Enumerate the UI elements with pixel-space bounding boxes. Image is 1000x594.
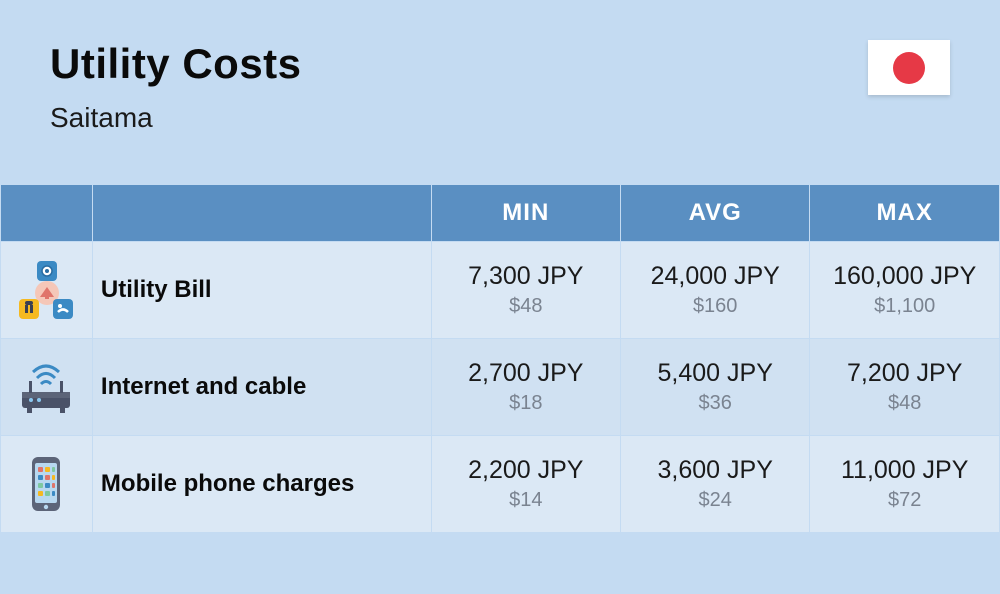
router-icon <box>15 356 77 418</box>
row-label: Internet and cable <box>92 339 431 436</box>
secondary-value: $24 <box>631 489 799 512</box>
costs-table: MIN AVG MAX <box>0 184 1000 533</box>
phone-icon <box>15 453 77 515</box>
primary-value: 7,200 JPY <box>820 359 989 388</box>
header: Utility Costs Saitama <box>0 0 1000 184</box>
table-row: Internet and cable 2,700 JPY $18 5,400 J… <box>1 339 1000 436</box>
page-subtitle: Saitama <box>50 102 302 134</box>
utility-icon <box>15 259 77 321</box>
cell-avg: 5,400 JPY $36 <box>620 339 809 436</box>
cell-max: 11,000 JPY $72 <box>810 436 1000 533</box>
primary-value: 160,000 JPY <box>820 262 989 291</box>
row-label: Mobile phone charges <box>92 436 431 533</box>
table-row: Mobile phone charges 2,200 JPY $14 3,600… <box>1 436 1000 533</box>
flag-dot <box>893 52 925 84</box>
cell-min: 2,700 JPY $18 <box>431 339 620 436</box>
cell-min: 2,200 JPY $14 <box>431 436 620 533</box>
primary-value: 7,300 JPY <box>442 262 610 291</box>
header-empty-label <box>92 185 431 242</box>
cell-max: 160,000 JPY $1,100 <box>810 242 1000 339</box>
table-row: Utility Bill 7,300 JPY $48 24,000 JPY $1… <box>1 242 1000 339</box>
primary-value: 11,000 JPY <box>820 456 989 485</box>
page-title: Utility Costs <box>50 40 302 88</box>
secondary-value: $1,100 <box>820 295 989 318</box>
header-min: MIN <box>431 185 620 242</box>
secondary-value: $160 <box>631 295 799 318</box>
secondary-value: $48 <box>820 392 989 415</box>
icon-cell <box>1 436 93 533</box>
secondary-value: $14 <box>442 489 610 512</box>
primary-value: 2,200 JPY <box>442 456 610 485</box>
secondary-value: $72 <box>820 489 989 512</box>
header-avg: AVG <box>620 185 809 242</box>
header-empty-icon <box>1 185 93 242</box>
secondary-value: $18 <box>442 392 610 415</box>
icon-cell <box>1 339 93 436</box>
header-max: MAX <box>810 185 1000 242</box>
cell-max: 7,200 JPY $48 <box>810 339 1000 436</box>
table-header-row: MIN AVG MAX <box>1 185 1000 242</box>
cell-avg: 24,000 JPY $160 <box>620 242 809 339</box>
primary-value: 5,400 JPY <box>631 359 799 388</box>
secondary-value: $48 <box>442 295 610 318</box>
secondary-value: $36 <box>631 392 799 415</box>
row-label: Utility Bill <box>92 242 431 339</box>
japan-flag-icon <box>868 40 950 95</box>
cell-avg: 3,600 JPY $24 <box>620 436 809 533</box>
title-block: Utility Costs Saitama <box>50 40 302 134</box>
primary-value: 3,600 JPY <box>631 456 799 485</box>
icon-cell <box>1 242 93 339</box>
cell-min: 7,300 JPY $48 <box>431 242 620 339</box>
primary-value: 24,000 JPY <box>631 262 799 291</box>
primary-value: 2,700 JPY <box>442 359 610 388</box>
